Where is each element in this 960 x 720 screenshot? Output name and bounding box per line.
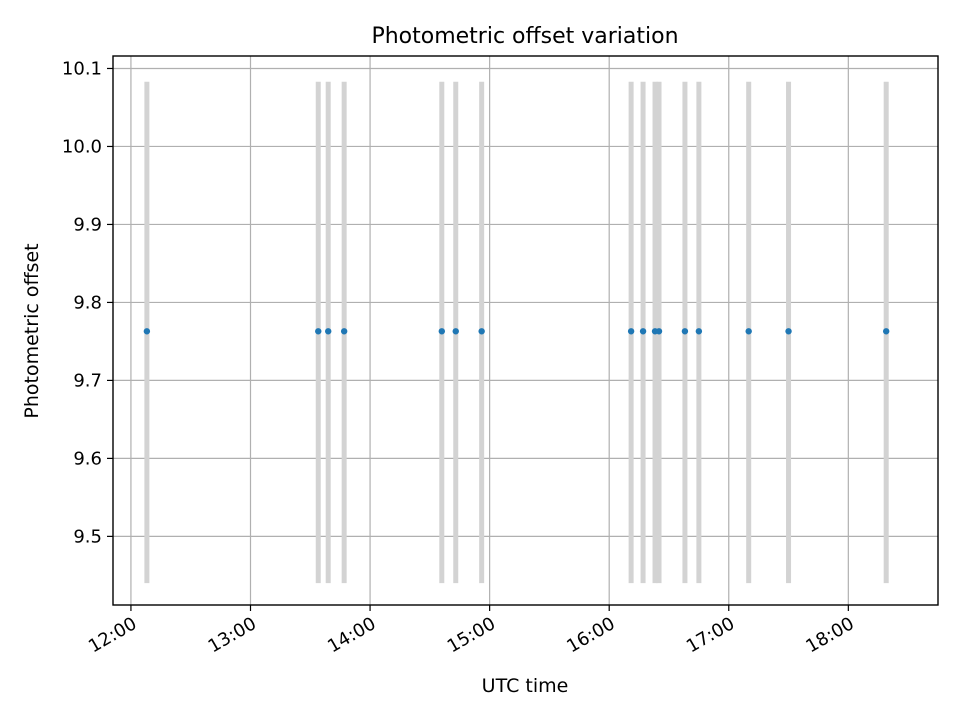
y-axis-title: Photometric offset bbox=[21, 243, 43, 418]
plot-frame bbox=[112, 55, 939, 606]
y-tick-label: 9.7 bbox=[73, 370, 102, 391]
data-point bbox=[695, 328, 703, 335]
y-tick-label: 10.0 bbox=[62, 136, 102, 157]
data-points bbox=[143, 328, 890, 335]
x-tick-label: 14:00 bbox=[324, 613, 379, 657]
data-point bbox=[745, 328, 752, 335]
y-axis-ticks: 9.5 9.6 9.7 9.8 9.9 10.0 10.1 bbox=[62, 58, 113, 547]
x-tick-label: 18:00 bbox=[802, 613, 857, 657]
y-tick-label: 9.8 bbox=[73, 292, 102, 313]
x-tick-label: 17:00 bbox=[683, 613, 738, 657]
y-tick-label: 10.1 bbox=[62, 58, 102, 79]
x-tick-label: 15:00 bbox=[444, 613, 499, 657]
data-point bbox=[785, 328, 792, 335]
data-point bbox=[639, 328, 647, 335]
data-point bbox=[340, 328, 348, 335]
y-tick-label: 9.5 bbox=[73, 526, 102, 547]
x-axis-ticks: 12:00 13:00 14:00 15:00 16:00 17:00 18:00 bbox=[85, 605, 858, 657]
data-point bbox=[882, 328, 890, 335]
x-tick-label: 13:00 bbox=[205, 613, 260, 657]
data-point bbox=[315, 328, 322, 335]
data-point bbox=[655, 328, 663, 335]
x-tick-label: 16:00 bbox=[563, 613, 618, 657]
data-point bbox=[325, 328, 332, 335]
error-bars bbox=[144, 81, 889, 584]
x-axis-title: UTC time bbox=[482, 675, 569, 697]
data-point bbox=[627, 328, 635, 335]
data-point bbox=[438, 328, 446, 335]
y-tick-label: 9.6 bbox=[73, 448, 102, 469]
data-point bbox=[681, 328, 689, 335]
x-tick-label: 12:00 bbox=[85, 613, 140, 657]
chart-title: Photometric offset variation bbox=[371, 24, 678, 49]
y-tick-label: 9.9 bbox=[73, 214, 102, 235]
data-point bbox=[478, 328, 485, 335]
grid bbox=[113, 56, 938, 605]
data-point bbox=[452, 328, 459, 335]
data-point bbox=[143, 328, 151, 335]
